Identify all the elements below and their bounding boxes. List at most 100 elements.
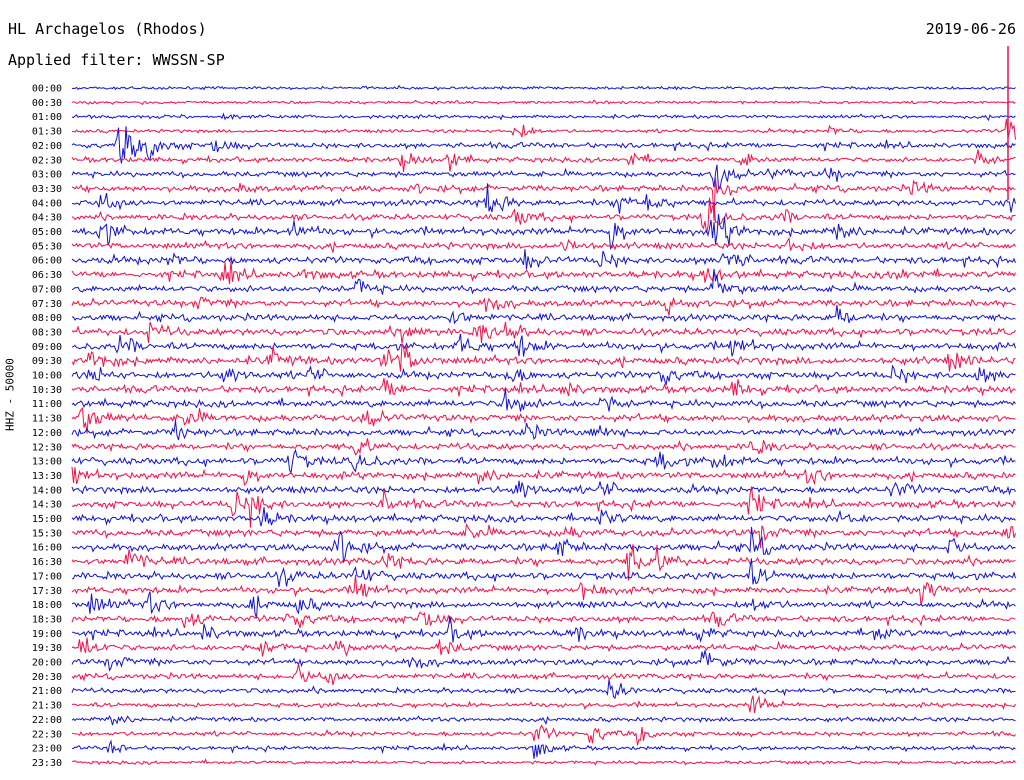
- trace-06-00: [71, 249, 1016, 270]
- time-tick-label: 20:30: [32, 672, 62, 683]
- time-tick-label: 03:30: [32, 184, 62, 195]
- trace-17-00: [71, 558, 1016, 587]
- trace-21-00: [71, 679, 1016, 700]
- time-tick-label: 17:00: [32, 571, 62, 582]
- trace-03-30: [71, 177, 1016, 221]
- trace-15-00: [71, 506, 1016, 527]
- time-tick-label: 06:30: [32, 270, 62, 281]
- trace-14-00: [71, 480, 1016, 498]
- trace-11-30: [71, 407, 1016, 434]
- trace-11-00: [71, 389, 1016, 412]
- trace-05-00: [71, 214, 1016, 251]
- trace-19-00: [71, 616, 1016, 643]
- trace-08-00: [71, 305, 1016, 325]
- trace-00-30: [71, 99, 1016, 106]
- time-tick-label: 19:00: [32, 629, 62, 640]
- date-label: 2019-06-26: [925, 20, 1016, 38]
- trace-03-00: [71, 164, 1016, 190]
- time-tick-label: 15:00: [32, 514, 62, 525]
- trace-00-00: [71, 84, 1016, 91]
- time-tick-label: 00:00: [32, 84, 62, 95]
- trace-06-30: [71, 260, 1016, 285]
- time-tick-label: 12:30: [32, 442, 62, 453]
- time-tick-label: 08:30: [32, 327, 62, 338]
- trace-15-30: [71, 523, 1016, 549]
- time-tick-label: 10:00: [32, 371, 62, 382]
- trace-14-30: [71, 486, 1016, 528]
- time-tick-label: 11:00: [32, 399, 62, 410]
- time-tick-label: 05:30: [32, 241, 62, 252]
- time-tick-label: 17:30: [32, 586, 62, 597]
- trace-13-30: [71, 466, 1016, 487]
- trace-22-30: [71, 724, 1016, 746]
- time-tick-label: 00:30: [32, 98, 62, 109]
- trace-04-30: [71, 197, 1016, 233]
- trace-07-30: [71, 296, 1016, 316]
- time-tick-label: 04:00: [32, 198, 62, 209]
- time-tick-label: 04:30: [32, 213, 62, 224]
- trace-05-30: [71, 236, 1016, 254]
- time-tick-group: 00:00 00:30 01:00 01:30 02:00 02:30 03:00 03:30…: [32, 84, 62, 769]
- trace-22-00: [71, 715, 1016, 726]
- time-tick-label: 02:00: [32, 141, 62, 152]
- trace-23-30: [71, 758, 1016, 766]
- time-tick-label: 16:00: [32, 543, 62, 554]
- time-tick-label: 11:30: [32, 414, 62, 425]
- time-tick-label: 22:30: [32, 729, 62, 740]
- trace-18-30: [71, 611, 1016, 629]
- trace-18-00: [71, 591, 1016, 619]
- trace-16-30: [71, 544, 1016, 581]
- time-tick-label: 03:00: [32, 170, 62, 181]
- trace-09-00: [71, 333, 1016, 357]
- time-tick-label: 09:00: [32, 342, 62, 353]
- time-tick-label: 23:00: [32, 744, 62, 755]
- time-tick-label: 06:00: [32, 256, 62, 267]
- time-tick-label: 23:30: [32, 758, 62, 769]
- trace-20-30: [71, 664, 1016, 686]
- trace-01-30: [71, 118, 1016, 140]
- filter-label: Applied filter: WWSSN-SP: [8, 51, 225, 69]
- trace-12-00: [71, 420, 1016, 441]
- time-tick-label: 21:00: [32, 686, 62, 697]
- trace-group: [71, 46, 1016, 766]
- trace-20-00: [71, 650, 1016, 672]
- time-tick-label: 14:30: [32, 500, 62, 511]
- time-tick-label: 13:00: [32, 457, 62, 468]
- time-tick-label: 18:30: [32, 614, 62, 625]
- trace-12-30: [71, 438, 1016, 456]
- time-tick-label: 16:30: [32, 557, 62, 568]
- time-tick-label: 01:30: [32, 127, 62, 138]
- time-tick-label: 01:00: [32, 112, 62, 123]
- trace-08-30: [71, 321, 1016, 344]
- trace-09-30: [71, 343, 1016, 372]
- trace-02-00: [71, 126, 1016, 164]
- time-tick-label: 21:30: [32, 701, 62, 712]
- trace-21-30: [71, 695, 1016, 714]
- time-tick-label: 14:00: [32, 485, 62, 496]
- trace-07-00: [71, 268, 1016, 296]
- trace-23-00: [71, 739, 1016, 759]
- trace-01-00: [71, 112, 1016, 122]
- trace-19-30: [71, 637, 1016, 657]
- trace-17-30: [71, 574, 1016, 605]
- time-tick-label: 20:00: [32, 658, 62, 669]
- time-tick-label: 15:30: [32, 528, 62, 539]
- time-tick-label: 08:00: [32, 313, 62, 324]
- time-tick-label: 05:00: [32, 227, 62, 238]
- station-title: HL Archagelos (Rhodos): [8, 20, 207, 38]
- trace-10-30: [71, 377, 1016, 398]
- time-tick-label: 09:30: [32, 356, 62, 367]
- time-tick-label: 19:30: [32, 643, 62, 654]
- trace-04-00: [71, 183, 1016, 214]
- time-tick-label: 10:30: [32, 385, 62, 396]
- time-tick-label: 07:00: [32, 284, 62, 295]
- time-tick-label: 18:00: [32, 600, 62, 611]
- trace-16-00: [71, 526, 1016, 563]
- time-tick-label: 02:30: [32, 155, 62, 166]
- time-tick-label: 22:00: [32, 715, 62, 726]
- time-tick-label: 13:30: [32, 471, 62, 482]
- time-tick-label: 07:30: [32, 299, 62, 310]
- trace-13-00: [71, 448, 1016, 475]
- time-tick-label: 12:00: [32, 428, 62, 439]
